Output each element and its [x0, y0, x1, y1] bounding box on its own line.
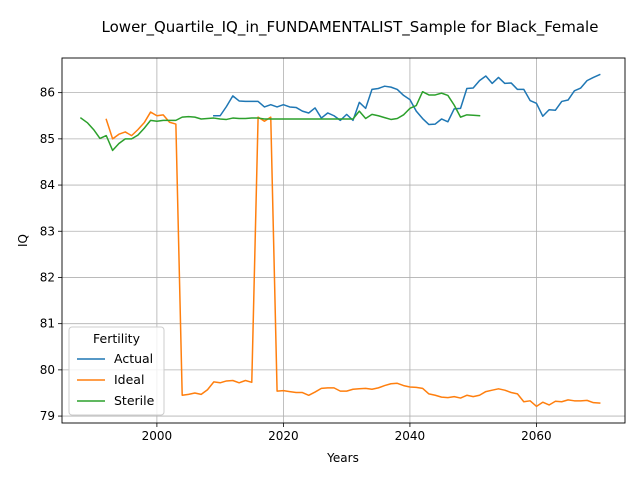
- y-tick-label: 85: [40, 132, 55, 146]
- series-line-actual: [213, 73, 601, 126]
- legend-label-ideal: Ideal: [114, 372, 144, 387]
- y-axis-label: IQ: [16, 234, 30, 247]
- y-tick-label: 79: [40, 409, 55, 423]
- x-tick-label: 2060: [521, 429, 552, 443]
- x-axis-label: Years: [326, 451, 359, 465]
- x-tick-label: 2040: [395, 429, 426, 443]
- y-tick-label: 81: [40, 317, 55, 331]
- series-lines: [79, 73, 601, 408]
- axis-ticks: 2000 2020 2040 2060 79 80 81 82 83 84 85 86: [40, 86, 552, 443]
- legend-box: [68, 326, 165, 416]
- chart-title: Lower_Quartile_IQ_in_FUNDAMENTALIST_Samp…: [102, 18, 599, 37]
- y-tick-label: 83: [40, 224, 55, 238]
- legend: Fertility Actual Ideal Sterile: [68, 326, 165, 416]
- y-tick-label: 80: [40, 363, 55, 377]
- series-line-ideal: [105, 111, 601, 408]
- legend-label-actual: Actual: [114, 351, 153, 366]
- legend-entries: Actual Ideal Sterile: [77, 351, 155, 408]
- plot-area-frame: [61, 57, 626, 424]
- y-tick-label: 84: [40, 178, 55, 192]
- x-tick-label: 2020: [268, 429, 299, 443]
- legend-title: Fertility: [93, 331, 141, 346]
- series-line-sterile: [79, 90, 481, 152]
- y-tick-label: 86: [40, 86, 55, 100]
- grid: [62, 58, 625, 423]
- y-tick-label: 82: [40, 270, 55, 284]
- x-tick-label: 2000: [142, 429, 173, 443]
- legend-label-sterile: Sterile: [114, 393, 155, 408]
